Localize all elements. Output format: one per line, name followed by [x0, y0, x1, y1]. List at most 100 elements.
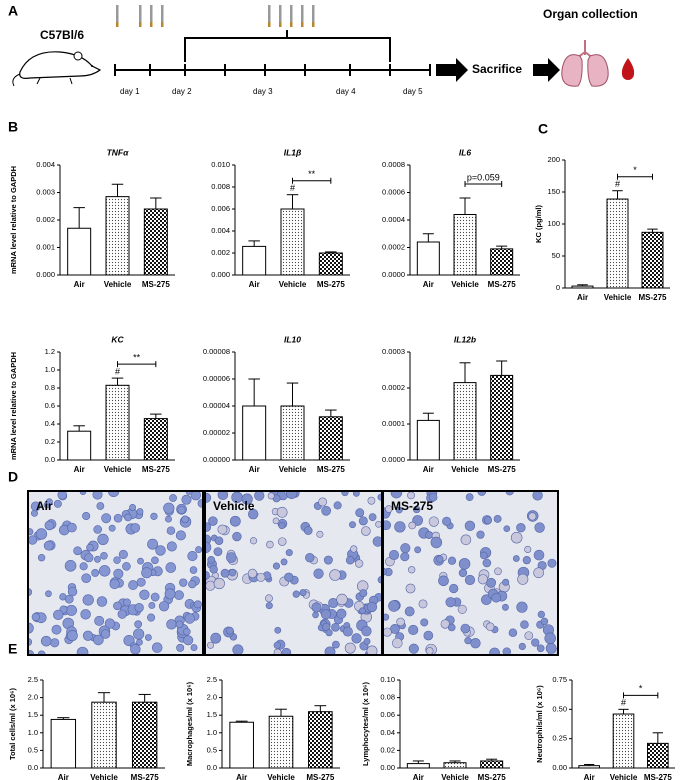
- y-tick-label: 0.25: [552, 734, 567, 743]
- cell: [166, 526, 176, 535]
- cell: [128, 580, 138, 590]
- cell: [329, 569, 341, 581]
- y-tick-label: 0.08: [380, 693, 395, 702]
- cell: [272, 517, 280, 525]
- cell: [177, 505, 186, 515]
- cell: [104, 618, 116, 629]
- cell: [183, 627, 191, 636]
- cell: [165, 562, 177, 573]
- cell: [205, 522, 212, 532]
- cell: [81, 573, 92, 584]
- x-tick-label: Air: [423, 280, 434, 289]
- cell: [183, 635, 194, 646]
- bar: [280, 208, 305, 276]
- y-tick-label: 1.5: [28, 710, 38, 719]
- cell: [187, 550, 198, 562]
- cell: [109, 578, 120, 590]
- cell: [184, 613, 195, 624]
- y-tick-label: 0.0002: [382, 242, 405, 251]
- cell: [274, 626, 282, 634]
- day-label: day 5: [403, 87, 423, 96]
- cell: [316, 530, 324, 538]
- cell: [408, 624, 419, 636]
- cell: [265, 594, 273, 603]
- bar: [50, 718, 77, 769]
- y-tick-label: 1.5: [207, 710, 217, 719]
- cell: [342, 626, 353, 637]
- cell: [113, 556, 121, 564]
- bar: [606, 198, 629, 289]
- cell: [400, 552, 410, 562]
- cell: [166, 619, 177, 630]
- cell: [193, 600, 202, 609]
- bar: [443, 762, 467, 769]
- cell: [372, 536, 382, 547]
- cell: [76, 646, 89, 655]
- x-tick-label: Vehicle: [610, 773, 638, 780]
- cell: [91, 569, 100, 577]
- cell: [189, 566, 198, 574]
- y-tick-label: 0.010: [211, 160, 230, 169]
- y-tick-label: 0.06: [380, 710, 395, 719]
- cell: [113, 513, 123, 523]
- cell: [209, 565, 218, 574]
- cell: [383, 520, 391, 531]
- cell: [214, 536, 224, 545]
- y-tick-label: 0.0: [28, 763, 38, 772]
- panel-label: A: [8, 3, 18, 19]
- cell: [533, 549, 545, 561]
- cell: [155, 545, 166, 556]
- micrograph: [28, 491, 203, 655]
- y-tick-label: 0.0: [45, 455, 55, 464]
- cell: [476, 530, 485, 539]
- x-tick-label: Vehicle: [267, 773, 295, 780]
- y-tick-label: 0.0002: [382, 383, 405, 392]
- x-tick-label: Vehicle: [451, 280, 479, 289]
- x-tick-label: Air: [584, 773, 595, 780]
- cell: [388, 549, 400, 561]
- cell: [134, 603, 144, 613]
- y-tick-label: 0.00004: [203, 401, 230, 410]
- x-tick-label: Air: [249, 465, 260, 474]
- bar: [416, 241, 440, 276]
- cell: [285, 491, 298, 499]
- bar: [318, 252, 343, 276]
- cell: [122, 598, 131, 607]
- bar: [612, 713, 635, 769]
- cell: [82, 511, 91, 521]
- cell: [79, 562, 88, 571]
- cell: [30, 501, 41, 512]
- cell: [164, 588, 176, 600]
- cell: [176, 643, 185, 652]
- y-tick-label: 0.00: [380, 763, 395, 772]
- cell: [93, 525, 103, 534]
- cell: [516, 523, 526, 533]
- y-axis-label: Total cells/ml (x 10⁶): [8, 687, 17, 760]
- cell: [67, 587, 78, 597]
- bar: [308, 711, 333, 769]
- cell: [361, 526, 371, 536]
- cell: [502, 647, 512, 655]
- cell: [165, 515, 172, 523]
- cell: [390, 491, 403, 499]
- cell: [281, 647, 292, 655]
- cell: [277, 537, 287, 546]
- bar: [490, 374, 514, 461]
- bar: [229, 721, 254, 769]
- y-tick-label: 2.0: [207, 693, 217, 702]
- y-axis-label: Neutrophils/ml (x 10⁶): [535, 685, 544, 763]
- cell: [484, 516, 492, 525]
- cell: [96, 502, 105, 510]
- cell: [405, 583, 416, 594]
- cell: [395, 506, 403, 514]
- x-tick-label: Vehicle: [90, 773, 118, 780]
- x-tick-label: Vehicle: [104, 465, 132, 474]
- cell: [344, 642, 356, 654]
- cell: [92, 491, 103, 500]
- bar: [67, 430, 92, 461]
- panel-label: E: [8, 641, 17, 657]
- bar: [280, 405, 305, 461]
- annotation: #: [621, 698, 626, 708]
- cell: [53, 499, 62, 508]
- cell: [299, 589, 307, 597]
